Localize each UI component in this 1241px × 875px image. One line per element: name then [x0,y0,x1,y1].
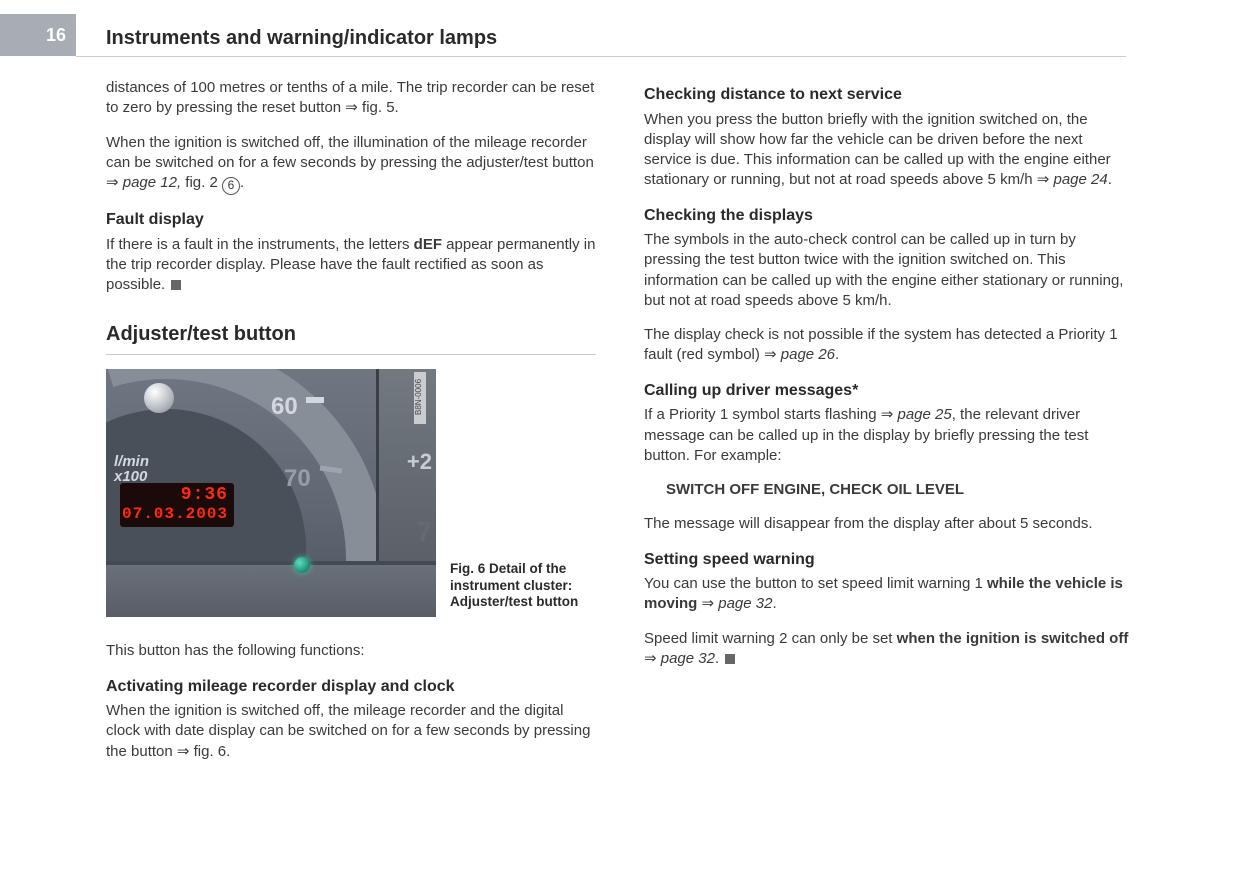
body-text: The message will disappear from the disp… [644,514,1134,534]
body-text: When the ignition is switched off, the m… [106,701,596,762]
gauge-tick-60: 60 [271,391,298,423]
right-column: Checking distance to next service When y… [644,78,1134,776]
text-run: ⇒ [697,595,718,612]
text-run: Speed limit warning 2 can only be set [644,630,897,647]
section-heading-adjuster: Adjuster/test button [106,321,596,348]
page-ref: page 32 [718,595,772,612]
page-ref: page 24 [1053,171,1107,188]
subheading-activating: Activating mileage recorder display and … [106,676,596,698]
gauge-tick-70: 70 [284,463,311,495]
content-area: distances of 100 metres or tenths of a m… [106,78,1136,776]
text-run: If there is a fault in the instruments, … [106,236,414,253]
text-run: . [835,346,839,363]
text-run: . [240,174,244,191]
body-text: Speed limit warning 2 can only be set wh… [644,629,1134,670]
subheading-speed: Setting speed warning [644,549,1134,571]
text-run: If a Priority 1 symbol starts flashing ⇒ [644,406,897,423]
body-text: If a Priority 1 symbol starts flashing ⇒… [644,405,1134,466]
temp-seven: 7 [416,513,432,551]
text-run: The display check is not possible if the… [644,326,1118,363]
subheading-driver-msg: Calling up driver messages* [644,380,1134,402]
body-text: If there is a fault in the instruments, … [106,235,596,296]
warning-message: SWITCH OFF ENGINE, CHECK OIL LEVEL [644,480,1134,500]
text-run: When you press the button briefly with t… [644,111,1111,189]
text-run: You can use the button to set speed limi… [644,575,987,592]
text-run: . [772,595,776,612]
figure-image: 60 70 l/min x100 9:36 07.03.2003 +2 7 B8… [106,369,436,617]
dash-bottom [106,561,436,617]
subheading-distance: Checking distance to next service [644,84,1134,106]
body-text: You can use the button to set speed limi… [644,574,1134,615]
body-text: When the ignition is switched off, the i… [106,133,596,196]
circled-number: 6 [222,177,240,195]
text-run: fig. 2 [181,174,222,191]
clock-time: 9:36 [120,486,228,506]
end-mark-icon [725,654,735,664]
figure-row: 60 70 l/min x100 9:36 07.03.2003 +2 7 B8… [106,369,596,617]
body-text: This button has the following functions: [106,641,596,661]
bold-run: when the ignition is switched off [897,630,1129,647]
figure-caption: Fig. 6 Detail of the instrument cluster:… [450,561,596,612]
temp-reading: +2 [407,447,432,477]
rpm-label: l/min x100 [114,454,149,484]
subheading-fault: Fault display [106,209,596,231]
page-header: 16 Instruments and warning/indicator lam… [0,14,1241,56]
end-mark-icon [171,280,181,290]
title-underline [76,56,1126,57]
text-run: ⇒ [644,650,661,667]
text-run: . [1108,171,1112,188]
digital-clock: 9:36 07.03.2003 [120,483,234,527]
body-text: The symbols in the auto-check control ca… [644,230,1134,311]
page-title: Instruments and warning/indicator lamps [106,21,497,50]
body-text: When you press the button briefly with t… [644,110,1134,191]
clock-date: 07.03.2003 [120,506,228,524]
tick-mark [306,397,324,403]
page-ref: page 26 [781,346,835,363]
section-rule [106,354,596,355]
page-ref: page 25 [897,406,951,423]
text-run: . [715,650,719,667]
bold-run: dEF [414,236,442,253]
left-column: distances of 100 metres or tenths of a m… [106,78,596,776]
subheading-displays: Checking the displays [644,205,1134,227]
page-ref: page 32 [661,650,715,667]
page-number: 16 [0,14,76,56]
page-ref: page 12, [123,174,181,191]
body-text: The display check is not possible if the… [644,325,1134,366]
photo-id-label: B8N-0006 [414,372,426,424]
body-text: distances of 100 metres or tenths of a m… [106,78,596,119]
